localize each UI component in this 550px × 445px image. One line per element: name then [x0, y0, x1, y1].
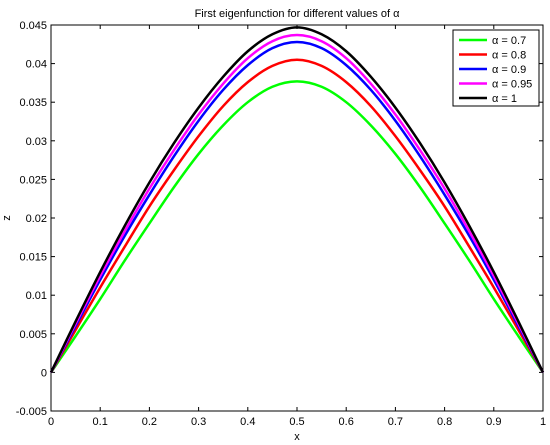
y-axis-label: z	[1, 215, 13, 221]
legend-label: α = 0.95	[492, 79, 532, 91]
y-tick-label: 0.025	[19, 174, 47, 186]
series-line	[49, 40, 545, 373]
legend: α = 0.7 α = 0.8 α = 0.9 α = 0.95 α = 1	[452, 29, 540, 107]
series-line	[49, 80, 545, 374]
x-tick-label: 0	[48, 416, 54, 428]
series-line	[49, 33, 545, 373]
legend-label: α = 0.7	[492, 35, 526, 47]
series-lines	[49, 26, 545, 374]
legend-label: α = 0.9	[492, 64, 526, 76]
x-tick-label: 0.4	[240, 416, 255, 428]
x-tick-label: 0.3	[191, 416, 206, 428]
y-axis: -0.005 0 0.005 0.01 0.015 0.02 0.025 0.03 0.035 0…	[16, 20, 543, 418]
y-tick-label: 0.045	[19, 20, 47, 32]
y-tick-label: 0	[41, 367, 47, 379]
series-line	[49, 58, 545, 374]
x-tick-label: 0.9	[486, 416, 501, 428]
y-tick-label: 0.03	[26, 136, 47, 148]
x-axis-label: x	[294, 431, 300, 443]
chart-title: First eigenfunction for different values…	[195, 8, 401, 20]
x-tick-label: 0.2	[142, 416, 157, 428]
x-tick-label: 0.7	[388, 416, 403, 428]
series-line	[49, 26, 545, 373]
y-tick-label: 0.015	[19, 252, 47, 264]
y-tick-label: 0.02	[26, 213, 47, 225]
y-tick-label: 0.005	[19, 329, 47, 341]
x-tick-label: 0.1	[93, 416, 108, 428]
x-tick-label: 0.6	[339, 416, 354, 428]
y-tick-label: 0.04	[26, 59, 47, 71]
x-tick-label: 1	[540, 416, 546, 428]
y-tick-label: 0.01	[26, 290, 47, 302]
legend-label: α = 1	[492, 93, 517, 105]
x-tick-label: 0.8	[437, 416, 452, 428]
x-tick-label: 0.5	[289, 416, 304, 428]
legend-label: α = 0.8	[492, 50, 526, 62]
y-tick-label: -0.005	[16, 406, 47, 418]
y-tick-label: 0.035	[19, 97, 47, 109]
